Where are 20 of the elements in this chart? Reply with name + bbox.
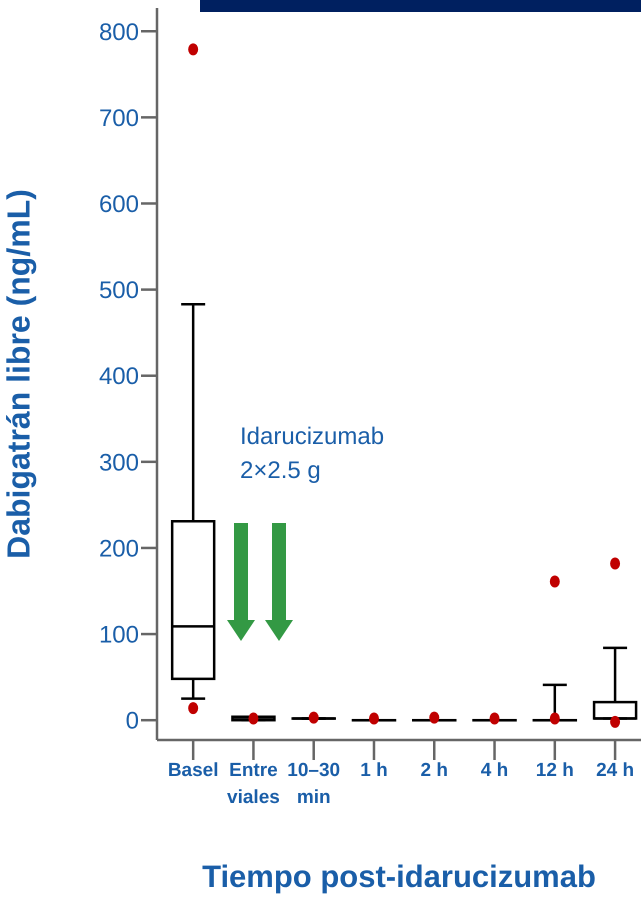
y-tick-label: 500 [98, 277, 139, 304]
x-tick-label: 2 h [420, 760, 448, 781]
y-tick-label: 300 [98, 449, 139, 476]
x-tick-label: Entre viales [227, 760, 280, 808]
y-tick-label: 0 [126, 708, 139, 735]
y-axis-title: Dabigatrán libre (ng/mL) [0, 189, 36, 559]
y-tick-label: 800 [98, 18, 139, 46]
x-tick-label: 4 h [480, 760, 508, 781]
annotation: Idarucizumab 2×2.5 g [240, 422, 384, 486]
y-tick-label: 700 [98, 104, 139, 132]
x-tick-label: 12 h [536, 760, 574, 781]
y-tick-label: 400 [98, 363, 139, 390]
y-tick-label: 600 [98, 191, 139, 218]
x-tick-label: Basel [168, 760, 219, 781]
x-axis-title: Tiempo post-idarucizumab [202, 859, 596, 894]
x-tick-label: 1 h [360, 760, 388, 781]
x-tick-label: 24 h [596, 760, 634, 781]
y-tick-label: 200 [98, 535, 139, 562]
y-tick-label: 100 [98, 622, 139, 649]
x-tick-label: 10–30 min [287, 760, 340, 808]
